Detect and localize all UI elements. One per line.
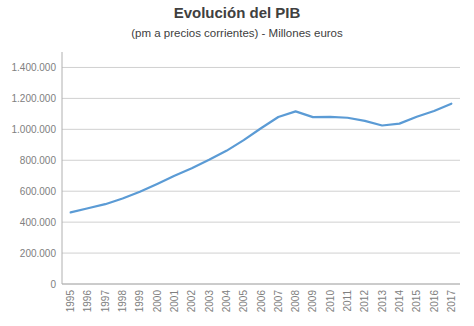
- x-tick-label: 2003: [204, 290, 215, 313]
- grid: [62, 67, 460, 284]
- y-tick-label: 400.000: [20, 217, 57, 228]
- y-axis-line: [62, 52, 63, 284]
- x-tick-label: 1996: [82, 290, 93, 313]
- x-tick-label: 2000: [152, 290, 163, 313]
- x-tick-label: 2015: [411, 290, 422, 313]
- x-tick-label: 2001: [169, 290, 180, 313]
- y-tick-label: 0: [50, 279, 56, 290]
- y-tick-label: 1.200.000: [12, 93, 57, 104]
- grid-line: [62, 98, 460, 99]
- x-tick-label: 1998: [117, 290, 128, 313]
- x-tick-label: 1995: [65, 290, 76, 313]
- x-tick-label: 2016: [429, 290, 440, 313]
- y-tick-label: 200.000: [20, 248, 57, 259]
- y-axis: 0 200.000 400.000 600.000 800.000 1.000.000 1.…: [12, 52, 63, 290]
- grid-line: [62, 253, 460, 254]
- x-tick-label: 2013: [377, 290, 388, 313]
- grid-line: [62, 222, 460, 223]
- x-tick-label: 2002: [186, 290, 197, 313]
- x-tick-label: 2010: [325, 290, 336, 313]
- plot-area: [71, 104, 452, 213]
- x-tick-label: 2006: [256, 290, 267, 313]
- x-tick-label: 1997: [100, 290, 111, 313]
- x-tick-label: 1999: [134, 290, 145, 313]
- x-axis-line: [62, 284, 460, 285]
- grid-line: [62, 160, 460, 161]
- chart-container: Evolución del PIB (pm a precios corriente…: [0, 0, 474, 326]
- subtitle: (pm a precios corrientes) - Millones eur…: [131, 27, 343, 39]
- y-tick-label: 1.000.000: [12, 124, 57, 135]
- y-tick-label: 600.000: [20, 186, 57, 197]
- x-tick-label: 2008: [290, 290, 301, 313]
- grid-line: [62, 284, 460, 285]
- x-tick-label: 2014: [394, 290, 405, 313]
- x-tick-label: 2011: [342, 290, 353, 312]
- y-tick-label: 1.400.000: [12, 62, 57, 73]
- x-tick-label: 2017: [446, 290, 457, 313]
- grid-line: [62, 191, 460, 192]
- x-tick-label: 2012: [359, 290, 370, 313]
- x-tick-label: 2005: [238, 290, 249, 313]
- x-tick-label: 2009: [307, 290, 318, 313]
- y-tick-label: 800.000: [20, 155, 57, 166]
- grid-line: [62, 67, 460, 68]
- x-tick-label: 2007: [273, 290, 284, 313]
- x-axis: 1995 1996 1997 1998 1999 2000 2001 2002 2003 2004…: [62, 284, 460, 312]
- title: Evolución del PIB: [174, 4, 301, 21]
- chart-svg: Evolución del PIB (pm a precios corriente…: [0, 0, 474, 326]
- data-line: [71, 104, 452, 213]
- x-tick-label: 2004: [221, 290, 232, 313]
